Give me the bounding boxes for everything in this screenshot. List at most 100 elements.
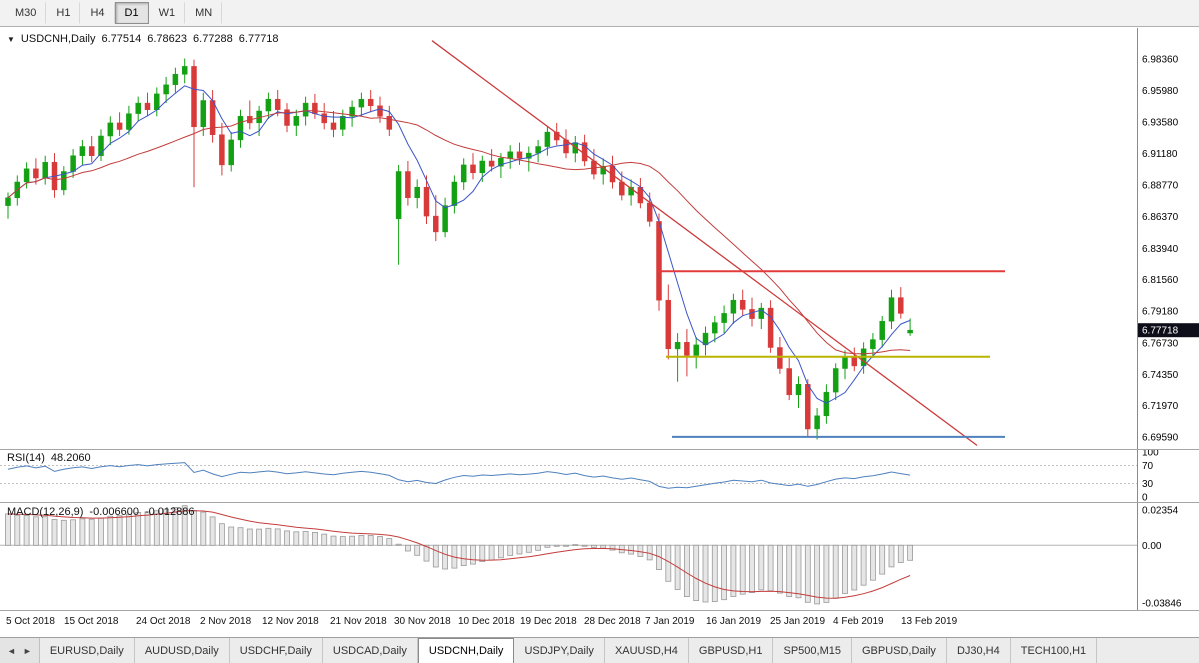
panel-divider[interactable] (0, 449, 1199, 450)
candle-body (674, 342, 681, 350)
macd-histogram-bar (172, 507, 179, 546)
candle-body (98, 135, 104, 156)
timeframe-button-m30[interactable]: M30 (5, 2, 47, 24)
macd-histogram-bar (51, 519, 58, 546)
price-axis-label: 6.91180 (1142, 149, 1178, 160)
macd-histogram-bar (79, 518, 86, 546)
timeframe-button-w1[interactable]: W1 (149, 2, 186, 24)
ohlc-close: 6.77718 (238, 33, 279, 45)
candle-body (814, 415, 820, 430)
tab-xauusd-h4[interactable]: XAUUSD,H4 (604, 638, 689, 663)
tab-tech100-h1[interactable]: TECH100,H1 (1010, 638, 1098, 663)
macd-histogram-bar (181, 505, 188, 546)
macd-histogram-bar (525, 544, 532, 553)
candle-body (107, 122, 114, 137)
candle-body (777, 347, 783, 369)
macd-histogram-bar (302, 531, 309, 546)
tab-usdchf-daily[interactable]: USDCHF,Daily (229, 638, 323, 663)
chart-tabs-bar: ◄ ► EURUSD,Daily AUDUSD,Daily USDCHF,Daily… (0, 637, 1199, 663)
tab-usdjpy-daily[interactable]: USDJPY,Daily (514, 638, 605, 663)
macd-histogram-bar (842, 544, 848, 594)
timeframe-button-h1[interactable]: H1 (46, 2, 81, 24)
macd-histogram-bar (851, 544, 858, 591)
macd-panel[interactable]: 0.02354 0.00 -0.03846 (0, 503, 1199, 610)
price-axis-label: 6.86370 (1142, 212, 1179, 223)
candle-body (498, 158, 504, 167)
date-label: 21 Nov 2018 (330, 616, 387, 627)
macd-value-signal: -0.012886 (144, 506, 195, 518)
macd-histogram-bar (237, 527, 244, 546)
tab-gbpusd-daily[interactable]: GBPUSD,Daily (851, 638, 947, 663)
macd-histogram-bar (209, 516, 216, 546)
tab-sp500-m15[interactable]: SP500,M15 (773, 638, 852, 663)
scroll-right-icon[interactable]: ► (22, 645, 32, 656)
tab-usdcad-daily[interactable]: USDCAD,Daily (322, 638, 418, 663)
macd-histogram-bar (711, 544, 718, 602)
ma-fast-line[interactable] (7, 85, 911, 404)
rsi-value: 48.2060 (50, 452, 91, 464)
candle-body (619, 181, 625, 196)
candle-body (870, 339, 876, 350)
candle-body (405, 171, 411, 199)
candle-body (191, 66, 197, 128)
price-axis-label: 6.69590 (1142, 433, 1179, 444)
date-label: 15 Oct 2018 (64, 616, 119, 627)
candle-body (302, 102, 309, 117)
tab-dj30-h4[interactable]: DJ30,H4 (946, 638, 1011, 663)
candle-body (377, 105, 383, 117)
date-label: 25 Jan 2019 (770, 616, 826, 627)
price-axis-label: 6.74350 (1142, 370, 1179, 381)
timeframe-button-d1[interactable]: D1 (114, 2, 149, 24)
macd-histogram-bar (386, 538, 393, 546)
macd-histogram-bar (218, 523, 225, 546)
macd-histogram-bar (395, 543, 402, 546)
candle-body (219, 134, 225, 166)
tab-eurusd-daily[interactable]: EURUSD,Daily (39, 638, 135, 663)
macd-histogram-bar (488, 544, 495, 561)
macd-histogram-bar (98, 517, 104, 546)
macd-histogram-bar (293, 531, 300, 546)
macd-histogram-bar (70, 519, 76, 546)
candle-body (209, 100, 216, 135)
macd-histogram-bar (739, 544, 746, 595)
rsi-axis-label: 100 (1142, 450, 1159, 459)
candle-body (5, 197, 11, 206)
ohlc-low: 6.77288 (193, 33, 233, 45)
macd-histogram-bar (23, 514, 30, 546)
scroll-left-icon[interactable]: ◄ (7, 645, 16, 656)
tab-gbpusd-h1[interactable]: GBPUSD,H1 (688, 638, 774, 663)
timeframe-button-h4[interactable]: H4 (80, 2, 115, 24)
tab-usdcnh-daily[interactable]: USDCNH,Daily (417, 638, 515, 663)
candle-body (749, 309, 755, 319)
macd-histogram-bar (330, 535, 337, 546)
macd-histogram-bar (135, 512, 142, 546)
macd-histogram-bar (60, 519, 67, 546)
rsi-panel[interactable]: 100 70 30 0 (0, 450, 1199, 502)
price-axis-label: 6.83940 (1142, 244, 1179, 255)
timeframe-button-mn[interactable]: MN (185, 2, 223, 24)
macd-histogram-bar (637, 544, 644, 557)
macd-histogram-bar (693, 544, 700, 601)
candle-body (479, 160, 486, 174)
price-axis-label: 6.79180 (1142, 307, 1179, 318)
trendline[interactable] (431, 40, 978, 446)
candle-body (758, 307, 765, 319)
macd-histogram-bar (470, 544, 476, 565)
macd-histogram-bar (553, 544, 560, 547)
collapse-icon[interactable]: ▼ (7, 34, 15, 44)
macd-histogram-bar (907, 544, 913, 561)
candle-body (312, 102, 318, 114)
tab-audusd-daily[interactable]: AUDUSD,Daily (134, 638, 230, 663)
macd-histogram-bar (404, 544, 411, 552)
macd-histogram-bar (516, 544, 523, 555)
ma-slow-line[interactable] (7, 110, 911, 355)
panel-divider[interactable] (0, 502, 1199, 503)
candle-body (646, 202, 653, 222)
date-label: 7 Jan 2019 (645, 616, 695, 627)
macd-histogram-bar (246, 528, 253, 546)
price-axis-label: 6.93580 (1142, 117, 1179, 128)
macd-histogram-bar (563, 544, 569, 547)
main-chart[interactable]: 6.98360 6.95980 6.93580 6.91180 6.88770 6.863… (0, 28, 1199, 449)
candle-body (907, 329, 913, 334)
macd-header: MACD(12,26,9) -0.006600 -0.012886 (7, 506, 195, 518)
